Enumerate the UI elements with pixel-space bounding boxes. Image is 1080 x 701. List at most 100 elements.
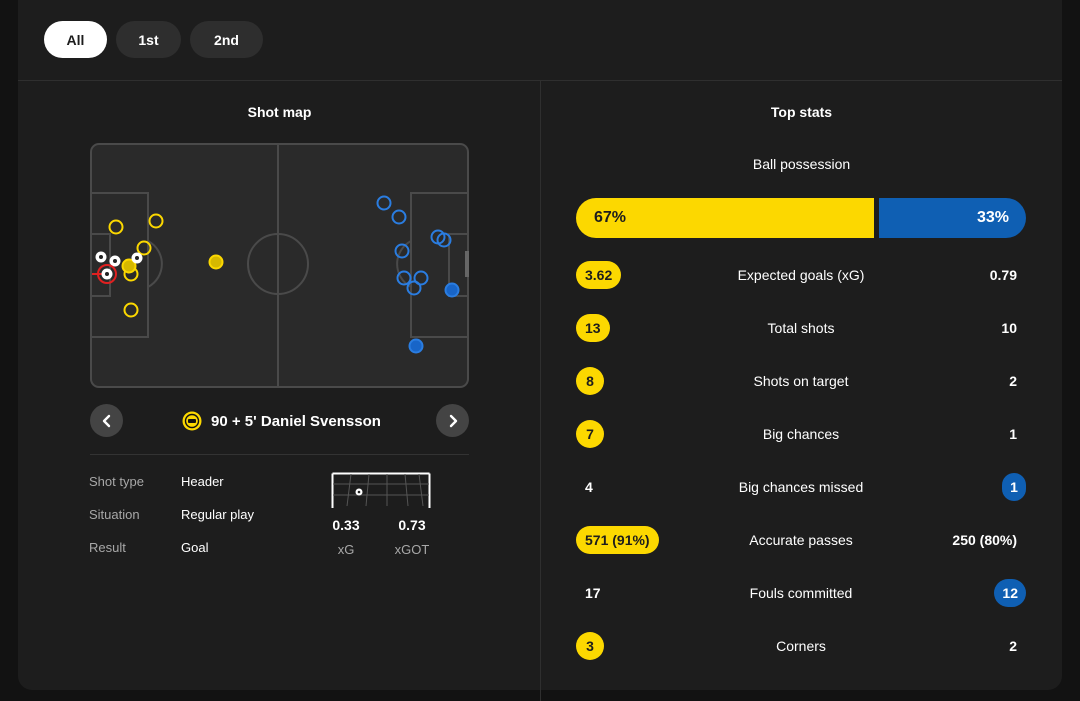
tab-1st[interactable]: 1st — [116, 21, 181, 58]
possession-bar: 67% 33% — [576, 198, 1026, 238]
shot-marker[interactable] — [436, 232, 452, 248]
shot-marker[interactable] — [394, 243, 410, 259]
stat-home-cell: 4 — [576, 472, 593, 502]
selected-shot-header: 90 + 5' Daniel Svensson — [182, 409, 381, 433]
period-tabs: All 1st 2nd — [44, 21, 263, 58]
shot-marker[interactable] — [406, 280, 422, 296]
stat-row: 4 Big chances missed 1 — [576, 472, 1026, 502]
stat-label: Big chances — [762, 426, 840, 442]
possession-away-segment: 33% — [879, 198, 1026, 238]
panel-divider — [540, 81, 541, 701]
stat-row: 3.62 Expected goals (xG) 0.79 — [576, 260, 1026, 290]
result-label: Result — [89, 540, 126, 555]
stat-home-cell: 3.62 — [576, 260, 622, 290]
stat-label: Corners — [776, 638, 826, 654]
stat-label: Accurate passes — [749, 532, 853, 548]
stat-row: 8 Shots on target 2 — [576, 366, 1026, 396]
shot-map-pitch[interactable] — [90, 143, 469, 388]
stat-row: 571 (91%) Accurate passes 250 (80%) — [576, 525, 1026, 555]
stat-away-value: 0.79 — [989, 267, 1017, 283]
tab-2nd[interactable]: 2nd — [190, 21, 263, 58]
shot-type-value: Header — [181, 474, 224, 489]
chevron-left-icon — [102, 414, 110, 427]
stat-away-value: 2 — [1009, 373, 1017, 389]
stat-away-value: 2 — [1009, 638, 1017, 654]
shot-details-divider — [90, 454, 469, 455]
stat-away-value: 10 — [1001, 320, 1017, 336]
stat-away-cell: 0.79 — [990, 260, 1026, 290]
stat-away-value: 1 — [1009, 426, 1017, 442]
stat-home-cell: 3 — [576, 631, 604, 661]
tab-all[interactable]: All — [44, 21, 107, 58]
stat-home-value: 571 (91%) — [576, 526, 659, 554]
xgot-label: xGOT — [394, 542, 430, 557]
stat-away-value: 12 — [994, 579, 1026, 607]
xg-label: xG — [337, 542, 355, 557]
goal-frame-graphic — [331, 472, 431, 508]
shot-marker[interactable] — [391, 209, 407, 225]
stat-label: Total shots — [767, 320, 835, 336]
ball-possession-label: Ball possession — [752, 156, 851, 172]
stat-label: Big chances missed — [738, 479, 864, 495]
stat-home-value: 7 — [576, 420, 604, 448]
stat-home-value: 3.62 — [576, 261, 622, 289]
stat-label: Fouls committed — [749, 585, 853, 601]
stat-label: Shots on target — [753, 373, 849, 389]
xg-value: 0.33 — [332, 517, 360, 533]
situation-value: Regular play — [181, 507, 254, 522]
stat-away-cell: 2 — [1009, 366, 1026, 396]
shot-marker[interactable] — [408, 338, 424, 354]
top-stats-title: Top stats — [770, 104, 833, 120]
shot-marker[interactable] — [148, 213, 164, 229]
stat-home-value: 4 — [585, 479, 593, 495]
goal-ball-icon[interactable] — [95, 251, 107, 263]
stat-home-value: 8 — [576, 367, 604, 395]
stat-home-value: 13 — [576, 314, 610, 342]
shot-marker[interactable] — [108, 219, 124, 235]
team-crest-icon — [182, 411, 202, 431]
stat-row: 3 Corners 2 — [576, 631, 1026, 661]
stat-away-cell: 250 (80%) — [952, 525, 1026, 555]
shot-marker[interactable] — [123, 302, 139, 318]
stat-away-cell: 1 — [1009, 419, 1026, 449]
stat-away-cell: 2 — [1009, 631, 1026, 661]
possession-home-segment: 67% — [576, 198, 874, 238]
stat-home-value: 3 — [576, 632, 604, 660]
stat-away-cell: 1 — [1002, 472, 1026, 502]
shot-marker[interactable] — [444, 282, 460, 298]
goal-ball-icon[interactable] — [131, 252, 143, 264]
stat-row: 7 Big chances 1 — [576, 419, 1026, 449]
stat-away-cell: 12 — [994, 578, 1026, 608]
stat-away-cell: 10 — [1001, 313, 1026, 343]
stat-home-cell: 571 (91%) — [576, 525, 659, 555]
stat-home-cell: 17 — [576, 578, 601, 608]
shot-map-title: Shot map — [247, 104, 312, 120]
stat-home-cell: 13 — [576, 313, 610, 343]
selected-shot-marker[interactable] — [97, 264, 117, 284]
chevron-right-icon — [449, 414, 457, 427]
shot-marker[interactable] — [413, 270, 429, 286]
shot-marker[interactable] — [121, 258, 137, 274]
stat-home-value: 17 — [585, 585, 601, 601]
match-stats-card: All 1st 2nd Shot map — [18, 0, 1062, 701]
xgot-value: 0.73 — [398, 517, 426, 533]
goal-ball-icon[interactable] — [109, 255, 121, 267]
stat-away-value: 250 (80%) — [952, 532, 1017, 548]
shot-marker[interactable] — [396, 270, 412, 286]
next-shot-button[interactable] — [436, 404, 469, 437]
shot-marker[interactable] — [376, 195, 392, 211]
previous-shot-button[interactable] — [90, 404, 123, 437]
shot-marker[interactable] — [208, 254, 224, 270]
stat-row: 17 Fouls committed 12 — [576, 578, 1026, 608]
result-value: Goal — [181, 540, 209, 555]
situation-label: Situation — [89, 507, 140, 522]
stat-row: 13 Total shots 10 — [576, 313, 1026, 343]
stat-label: Expected goals (xG) — [737, 267, 865, 283]
selected-shot-title: 90 + 5' Daniel Svensson — [211, 412, 381, 430]
header-divider — [18, 80, 1062, 81]
stat-home-cell: 7 — [576, 419, 604, 449]
stat-away-value: 1 — [1002, 473, 1026, 501]
shot-type-label: Shot type — [89, 474, 144, 489]
stat-home-cell: 8 — [576, 366, 604, 396]
shot-marker[interactable] — [136, 240, 152, 256]
